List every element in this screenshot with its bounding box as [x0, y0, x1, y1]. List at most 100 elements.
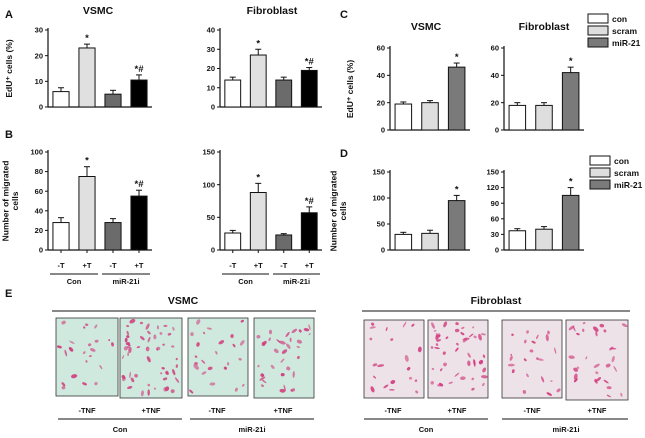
stained-cell — [126, 330, 129, 336]
stained-cell — [162, 343, 165, 346]
stained-cell — [582, 328, 585, 333]
y-axis-label-line1: Number of migrated — [329, 171, 339, 252]
stained-cell — [134, 373, 138, 378]
stained-cell — [609, 346, 614, 351]
legend-label-1: con — [614, 156, 629, 166]
legend-swatch-1 — [587, 13, 609, 24]
stained-cell — [437, 384, 442, 387]
bar-3 — [447, 200, 466, 251]
stained-cell — [111, 342, 114, 347]
chart-c-vsmc: VSMC EdU⁺ cells (%) 0 20 40 60 * — [345, 21, 470, 135]
stained-cell — [414, 379, 418, 382]
y-tick-label: 40 — [491, 71, 499, 80]
stained-cell — [127, 352, 129, 357]
stained-cell — [298, 329, 302, 333]
stained-cell — [556, 388, 561, 393]
x-tick-label-2: +T — [83, 261, 92, 270]
legend-label-2: scram — [612, 26, 637, 36]
stained-cell — [175, 357, 178, 361]
stained-cell — [443, 362, 447, 367]
vsmc-caption-3: -TNF — [208, 406, 225, 415]
stained-cell — [147, 336, 151, 343]
stained-cell — [576, 366, 580, 369]
stained-cell — [273, 348, 279, 354]
bar-2 — [421, 232, 439, 251]
stained-cell — [606, 394, 611, 398]
fib-caption-1: -TNF — [384, 406, 401, 415]
bar-2 — [78, 176, 96, 251]
x-tick-label-2: +T — [254, 261, 263, 270]
x-tick-label-3: -T — [280, 261, 287, 270]
stained-cell — [546, 392, 553, 396]
panel-label-c: C — [340, 9, 348, 21]
y-tick-label: 150 — [202, 148, 215, 157]
stained-cell — [285, 331, 290, 338]
stained-cell — [242, 383, 245, 387]
stained-cell — [240, 319, 244, 323]
vsmc-micrograph-1 — [55, 317, 119, 397]
stained-cell — [478, 359, 484, 365]
panel-label-a: A — [5, 9, 13, 21]
stained-cell — [308, 333, 311, 336]
stained-cell — [572, 325, 576, 332]
significance-mark-2: * — [256, 38, 260, 49]
stained-cell — [415, 390, 419, 394]
stained-cell — [372, 363, 378, 367]
y-tick-label: 0 — [495, 246, 499, 255]
vsmc-group-con: Con — [113, 425, 128, 434]
stained-cell — [279, 388, 286, 393]
stained-cell — [437, 334, 441, 337]
stained-cell — [472, 326, 475, 329]
stained-cell — [108, 339, 111, 342]
y-tick-label: 30 — [491, 230, 499, 239]
y-axis-label-line1: Number of migrated — [1, 161, 11, 242]
bar-1 — [394, 103, 413, 131]
stained-cell — [61, 386, 66, 390]
stained-cell — [308, 324, 311, 331]
stained-cell — [190, 332, 194, 337]
stained-cell — [194, 355, 198, 358]
stained-cell — [147, 383, 151, 387]
stained-cell — [455, 342, 459, 346]
stained-cell — [430, 346, 434, 349]
bar-3 — [275, 234, 293, 251]
stained-cell — [509, 355, 513, 361]
stained-cell — [260, 373, 265, 377]
stained-cell — [445, 336, 449, 340]
stained-cell — [87, 343, 92, 347]
y-tick-label: 40 — [35, 206, 43, 215]
stained-cell — [296, 345, 300, 348]
y-tick-label: 10 — [207, 83, 215, 92]
stained-cell — [436, 339, 441, 342]
stained-cell — [545, 334, 549, 342]
bar-4 — [130, 195, 148, 251]
legend-swatch-1 — [589, 155, 611, 166]
bar-1 — [52, 91, 70, 108]
stained-cell — [234, 387, 238, 392]
stained-cell — [433, 329, 437, 332]
stained-cell — [283, 384, 286, 392]
stained-cell — [196, 342, 200, 347]
stained-cell — [435, 343, 439, 347]
stained-cell — [156, 346, 161, 351]
chart-c-fibroblast: Fibroblast 0 20 40 60 * — [491, 21, 584, 135]
stained-cell — [174, 377, 180, 383]
y-tick-label: 100 — [202, 180, 215, 189]
y-tick-label: 100 — [30, 148, 43, 157]
bar-2 — [249, 192, 267, 251]
bar-3 — [561, 72, 580, 131]
stained-cell — [201, 359, 206, 364]
vsmc-micrograph-4 — [253, 317, 315, 399]
stained-cell — [128, 344, 131, 347]
stained-cell — [162, 377, 168, 381]
chart-title: Fibroblast — [247, 5, 298, 17]
stained-cell — [270, 364, 275, 369]
stained-cell — [455, 322, 459, 326]
stained-cell — [290, 389, 294, 392]
y-axis-label: Number of migratedcells — [1, 161, 20, 242]
micrograph-frame — [363, 319, 425, 399]
stained-cell — [460, 376, 466, 380]
y-tick-label: 20 — [377, 98, 385, 107]
stained-cell — [592, 326, 599, 332]
fib-caption-2: +TNF — [448, 406, 467, 415]
